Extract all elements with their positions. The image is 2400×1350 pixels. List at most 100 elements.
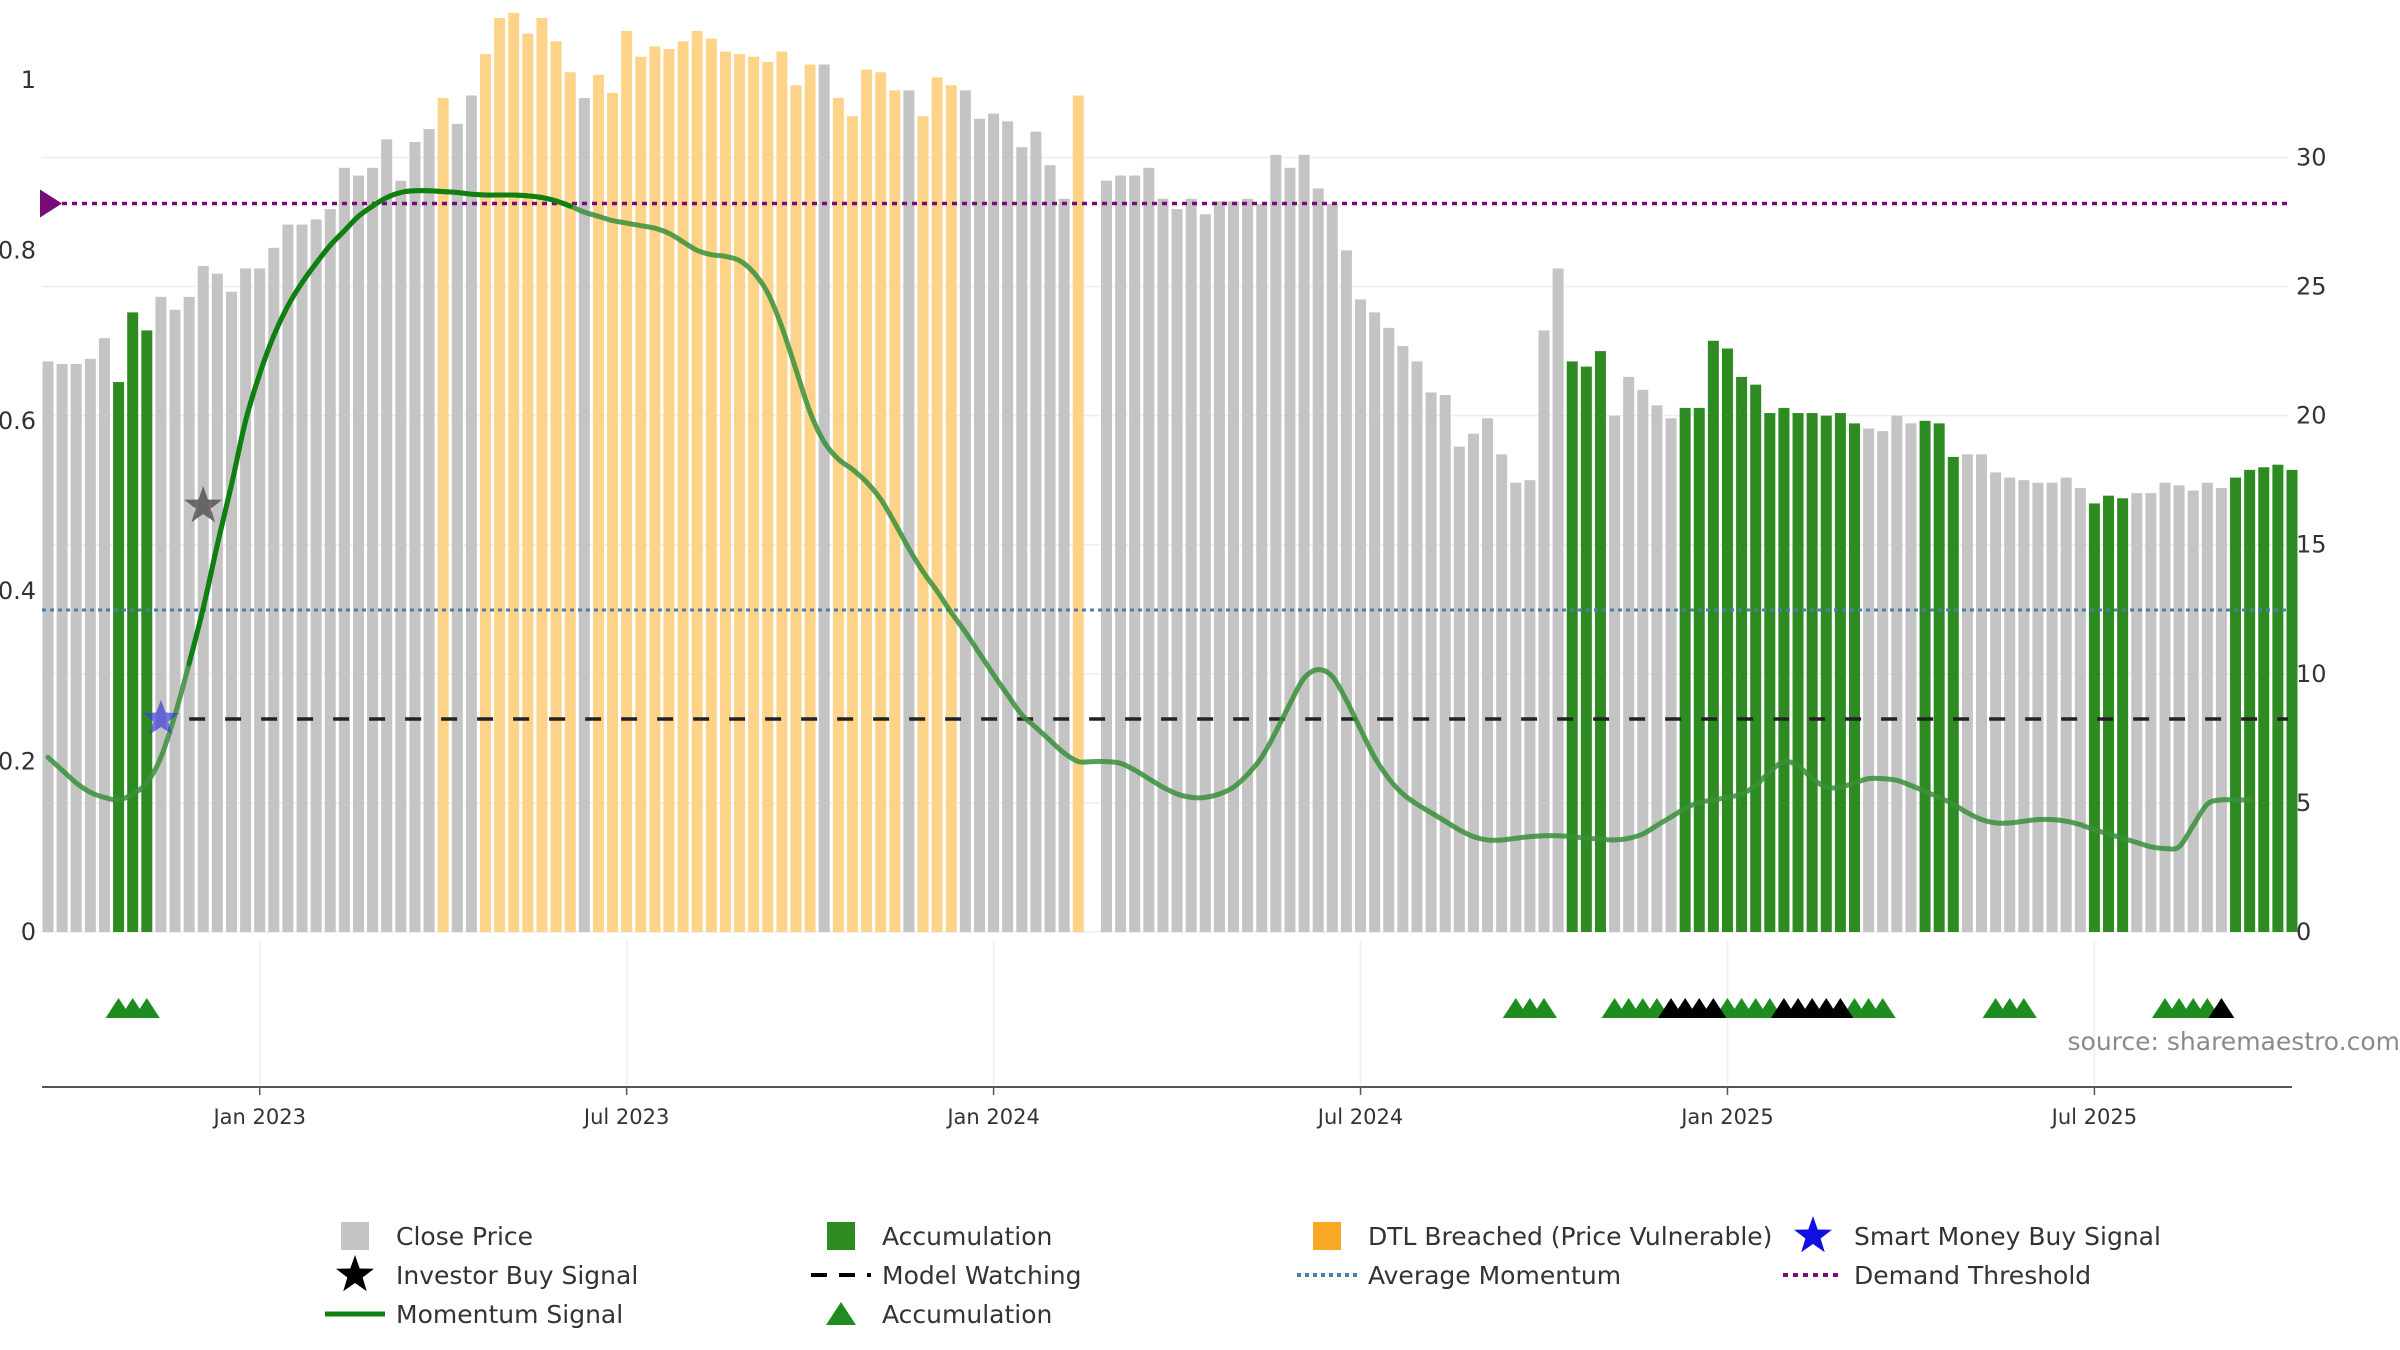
left-axis-tick: 0.2: [0, 748, 36, 776]
legend-symbol-accumulation: [827, 1222, 855, 1250]
price-bar: [1665, 418, 1677, 933]
legend-symbol-smart: [1794, 1216, 1832, 1253]
price-bar: [1736, 376, 1748, 933]
price-bar: [1651, 405, 1663, 932]
price-bar: [1453, 446, 1465, 932]
price-bar: [776, 51, 788, 933]
momentum-signal-strong: [186, 188, 573, 667]
price-bar: [1100, 180, 1112, 932]
price-bar: [1933, 423, 1945, 932]
legend-swatch-accumulation: [827, 1222, 855, 1250]
right-axis-tick: 15: [2296, 531, 2327, 559]
legend-label: Model Watching: [882, 1261, 1082, 1290]
price-bar: [70, 364, 82, 932]
price-bar: [1002, 121, 1014, 933]
price-bar: [748, 56, 760, 933]
price-bar: [84, 358, 96, 932]
left-axis-tick: 0.6: [0, 407, 36, 435]
price-bar: [2018, 480, 2030, 932]
price-bar: [1863, 428, 1875, 932]
price-bar: [2244, 469, 2256, 932]
demand-threshold-marker: [40, 189, 62, 218]
x-axis-tick: Jan 2025: [1679, 1105, 1774, 1129]
right-axis-tick: 25: [2296, 273, 2327, 301]
price-bar: [141, 330, 153, 932]
legend-symbol-close: [341, 1222, 369, 1250]
price-bar: [2187, 490, 2199, 932]
right-axis-tick: 0: [2296, 918, 2311, 946]
price-bar: [211, 273, 223, 932]
price-bar: [2131, 493, 2143, 932]
price-bar: [578, 98, 590, 932]
price-bar: [2117, 498, 2129, 932]
price-bar: [1270, 154, 1282, 932]
price-bar: [1693, 407, 1705, 933]
price-bar: [1566, 361, 1578, 932]
left-axis-tick: 0: [21, 918, 36, 946]
price-bar: [691, 30, 703, 933]
price-bar: [423, 129, 435, 932]
price-bar: [1792, 413, 1804, 932]
price-bar: [1609, 415, 1621, 932]
price-bar: [2145, 493, 2157, 932]
x-axis-tick: Jul 2025: [2050, 1105, 2137, 1129]
price-bar: [1242, 198, 1254, 932]
price-bar: [1891, 415, 1903, 932]
price-bar: [1905, 423, 1917, 932]
price-bar: [1496, 454, 1508, 932]
legend-symbol-dtl: [1313, 1222, 1341, 1250]
price-bar: [381, 139, 393, 932]
accumulation-triangles: [105, 998, 2235, 1018]
price-bar: [367, 167, 379, 933]
left-axis-tick: 0.8: [0, 236, 36, 264]
right-axis-tick: 5: [2296, 789, 2311, 817]
price-bar: [409, 141, 421, 933]
price-bar: [169, 309, 181, 932]
price-bar: [2215, 487, 2227, 932]
price-bar: [1538, 330, 1550, 932]
legend-triangle: [826, 1302, 856, 1325]
price-bar: [2159, 482, 2171, 932]
price-bar: [2230, 477, 2242, 932]
price-bar: [677, 41, 689, 933]
source-label: source: sharemaestro.com: [2068, 1027, 2400, 1056]
price-bar: [663, 49, 675, 932]
price-bar: [818, 64, 830, 932]
price-bar: [56, 364, 68, 932]
legend-swatch-close: [341, 1222, 369, 1250]
price-bar: [310, 219, 322, 932]
smart-money-star: [142, 700, 179, 735]
price-bar: [945, 85, 957, 932]
price-bar: [1213, 201, 1225, 932]
legend-star-smart: [1794, 1216, 1832, 1253]
price-bar: [1030, 131, 1042, 933]
price-bar: [1806, 413, 1818, 932]
price-bar: [1947, 456, 1959, 932]
accumulation-triangle: [1700, 998, 1727, 1018]
legend-label: Accumulation: [882, 1300, 1052, 1329]
price-bar: [1326, 203, 1338, 933]
price-bar: [183, 296, 195, 932]
price-bar: [1312, 188, 1324, 932]
price-bar: [903, 90, 915, 932]
accumulation-triangle: [2010, 998, 2037, 1018]
accumulation-triangle: [1531, 998, 1557, 1018]
price-bar: [437, 98, 449, 932]
signal-markers: [40, 189, 223, 735]
price-bar: [1355, 299, 1367, 932]
price-bar: [127, 312, 139, 932]
price-bar: [973, 118, 985, 932]
price-bar: [1820, 415, 1832, 932]
price-bar: [1580, 366, 1592, 933]
price-bar: [1990, 472, 2002, 932]
price-bar: [324, 209, 336, 932]
x-axis-tick: Jul 2024: [1316, 1105, 1403, 1129]
price-bar: [762, 61, 774, 933]
price-bar: [494, 18, 506, 932]
price-bar: [1157, 198, 1169, 932]
price-bar: [113, 382, 125, 932]
price-bar: [155, 296, 167, 932]
price-bar: [592, 74, 604, 932]
price-bar: [1044, 165, 1056, 932]
